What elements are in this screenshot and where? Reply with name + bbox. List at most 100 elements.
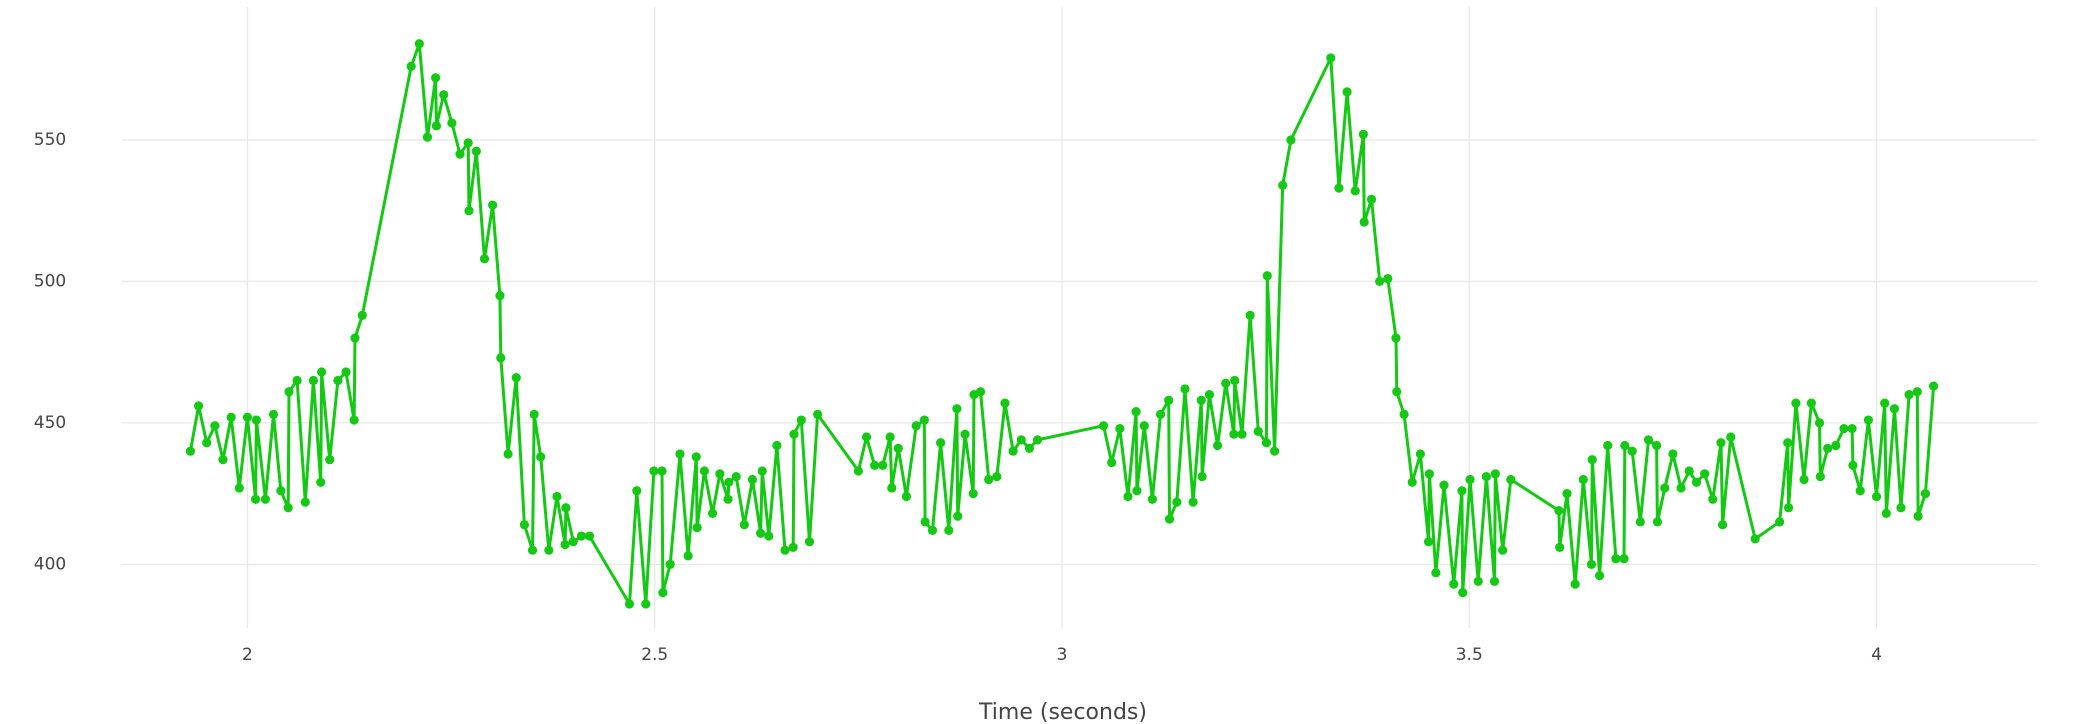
data-point bbox=[1147, 494, 1158, 504]
data-point bbox=[503, 449, 513, 459]
data-point bbox=[527, 545, 538, 555]
data-point bbox=[431, 73, 441, 83]
data-point bbox=[665, 559, 675, 569]
y-tick-label: 500 bbox=[34, 271, 66, 291]
data-point bbox=[1691, 477, 1702, 487]
data-point bbox=[1269, 446, 1280, 456]
data-point bbox=[1350, 186, 1360, 196]
data-point bbox=[984, 474, 994, 485]
data-point bbox=[1863, 415, 1873, 425]
data-point bbox=[683, 551, 693, 561]
data-point bbox=[1358, 129, 1368, 139]
data-point bbox=[576, 531, 587, 541]
data-point bbox=[455, 149, 465, 159]
data-point bbox=[1912, 387, 1922, 397]
data-point bbox=[1871, 491, 1882, 502]
data-point bbox=[992, 472, 1002, 482]
data-point bbox=[919, 415, 929, 425]
data-point bbox=[234, 483, 244, 493]
data-point bbox=[1716, 438, 1726, 448]
data-point bbox=[414, 39, 424, 49]
data-point bbox=[1904, 389, 1914, 400]
data-point bbox=[268, 409, 279, 419]
data-point bbox=[723, 494, 733, 504]
data-point bbox=[1229, 429, 1239, 439]
data-point bbox=[1603, 440, 1613, 451]
data-point bbox=[1676, 483, 1686, 493]
data-point bbox=[756, 528, 766, 538]
data-point bbox=[861, 432, 872, 442]
data-point bbox=[316, 367, 327, 377]
data-point bbox=[250, 494, 261, 504]
data-point bbox=[251, 415, 262, 425]
data-point bbox=[1750, 534, 1760, 544]
data-point bbox=[202, 438, 212, 448]
data-point bbox=[1506, 474, 1516, 485]
data-point bbox=[447, 118, 457, 128]
data-point bbox=[960, 429, 970, 439]
y-tick-label: 400 bbox=[34, 554, 66, 574]
data-point bbox=[1326, 53, 1336, 63]
data-point bbox=[953, 511, 963, 521]
data-point bbox=[1643, 435, 1654, 445]
data-point bbox=[1391, 333, 1401, 343]
data-line bbox=[188, 42, 1936, 606]
data-point bbox=[406, 61, 416, 72]
data-point bbox=[283, 503, 293, 513]
data-point bbox=[511, 373, 521, 383]
data-point bbox=[350, 333, 360, 343]
data-point bbox=[1115, 423, 1125, 434]
data-point bbox=[1237, 429, 1247, 439]
data-point bbox=[1627, 446, 1637, 456]
data-point bbox=[1032, 435, 1043, 445]
data-point bbox=[1132, 486, 1142, 496]
data-point bbox=[529, 409, 539, 419]
data-point bbox=[1896, 503, 1906, 513]
data-point bbox=[1439, 480, 1449, 490]
data-point bbox=[1920, 489, 1931, 499]
data-point bbox=[544, 545, 554, 555]
data-point bbox=[1155, 409, 1166, 419]
data-point bbox=[1684, 466, 1694, 476]
data-point bbox=[624, 599, 635, 609]
data-point bbox=[1164, 395, 1174, 405]
data-point bbox=[715, 469, 725, 479]
data-point bbox=[1230, 375, 1240, 386]
data-point bbox=[276, 486, 286, 496]
data-point bbox=[1123, 491, 1133, 502]
data-point bbox=[1481, 472, 1491, 482]
data-point bbox=[658, 588, 668, 598]
data-point bbox=[1392, 387, 1402, 397]
data-point bbox=[707, 508, 718, 519]
data-point bbox=[1726, 432, 1736, 442]
data-point bbox=[1253, 426, 1263, 436]
data-point bbox=[1204, 389, 1215, 400]
data-point bbox=[1359, 217, 1369, 227]
data-point bbox=[1407, 477, 1417, 487]
data-point bbox=[885, 432, 895, 442]
data-point bbox=[536, 452, 546, 462]
data-point bbox=[764, 531, 774, 541]
data-point bbox=[1245, 310, 1255, 320]
data-point bbox=[757, 466, 767, 476]
data-point bbox=[316, 477, 326, 487]
data-point bbox=[1652, 440, 1662, 451]
data-point bbox=[488, 200, 498, 210]
data-point bbox=[471, 146, 481, 156]
data-point bbox=[1465, 474, 1475, 485]
data-point bbox=[1783, 503, 1794, 513]
data-point bbox=[632, 486, 642, 496]
y-tick-label: 450 bbox=[34, 413, 66, 433]
data-point bbox=[870, 460, 880, 470]
data-point bbox=[431, 121, 442, 131]
data-point bbox=[1562, 489, 1572, 499]
data-point bbox=[1611, 554, 1621, 564]
data-point bbox=[1855, 486, 1865, 496]
data-point bbox=[1457, 486, 1467, 496]
x-axis-title: Time (seconds) bbox=[978, 700, 1147, 724]
data-point bbox=[1212, 440, 1223, 451]
data-point bbox=[519, 520, 529, 530]
data-point bbox=[284, 387, 294, 397]
data-point bbox=[1383, 273, 1393, 284]
data-point bbox=[1334, 183, 1344, 193]
